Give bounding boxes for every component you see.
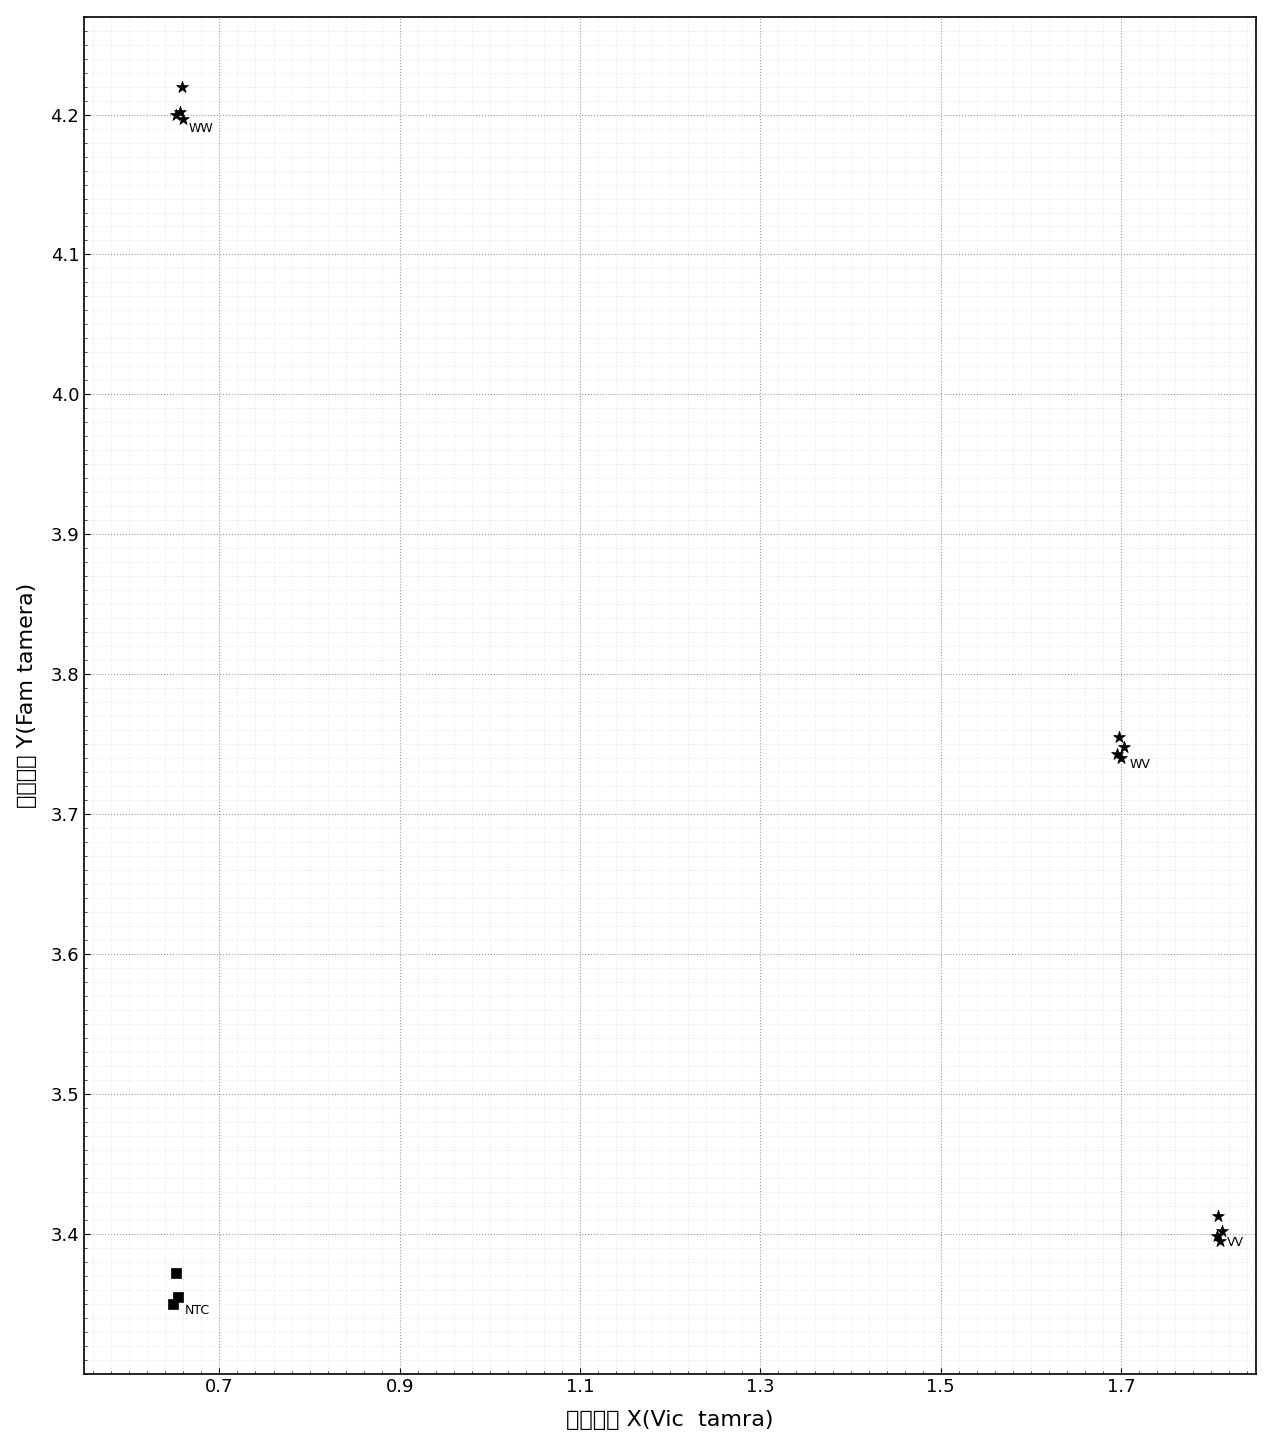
Point (165, 1262, 186, 1285)
Point (1207, 1226, 1227, 1249)
Text: WV: WV (1129, 758, 1150, 771)
Point (1208, 1204, 1228, 1227)
Text: VV: VV (1227, 1237, 1244, 1249)
Point (1211, 1229, 1231, 1252)
Point (1106, 742, 1127, 765)
Point (1114, 735, 1134, 758)
Point (168, 1285, 188, 1308)
Y-axis label: 等位基因 Y(Fam tamera): 等位基因 Y(Fam tamera) (17, 583, 37, 807)
Text: NTC: NTC (185, 1304, 210, 1317)
Point (163, 1292, 183, 1315)
Point (172, 75, 192, 98)
Point (1212, 1220, 1232, 1243)
X-axis label: 等位基因 X(Vic  tamra): 等位基因 X(Vic tamra) (566, 1411, 774, 1430)
Point (1111, 747, 1132, 770)
Text: WW: WW (188, 122, 214, 135)
Point (173, 107, 193, 130)
Point (165, 103, 186, 126)
Point (1109, 725, 1129, 748)
Point (169, 100, 190, 123)
